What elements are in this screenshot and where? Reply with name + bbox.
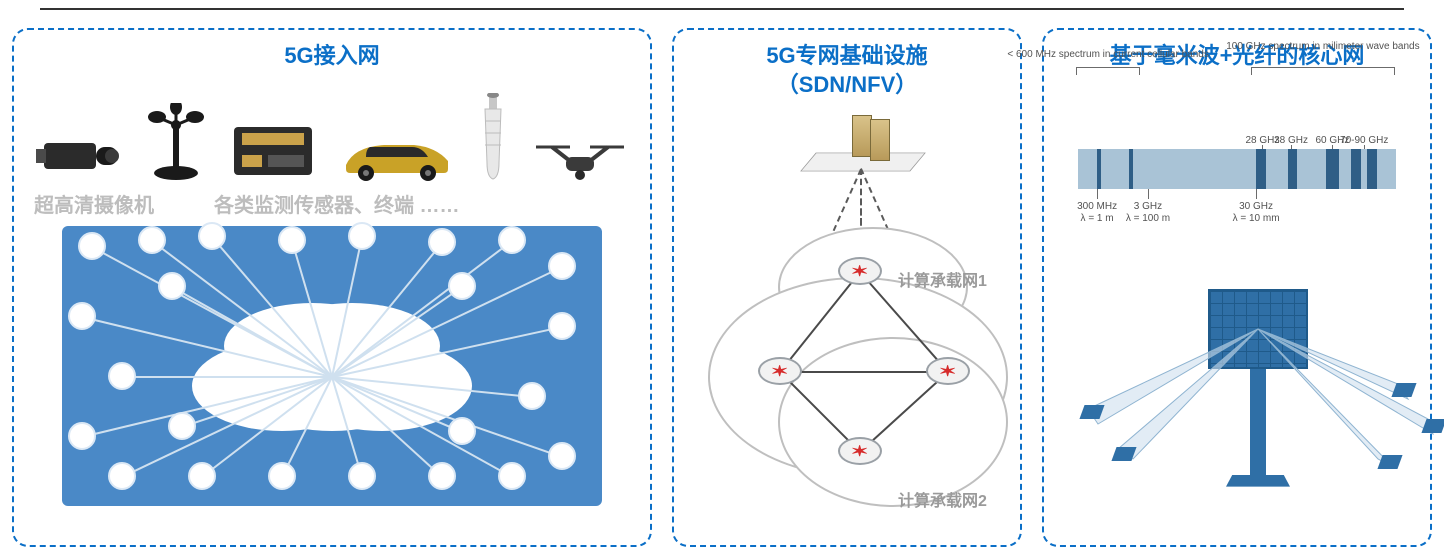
iot-node-icon — [68, 422, 96, 450]
anemometer-icon — [141, 103, 211, 183]
router-link-line — [780, 371, 948, 373]
panel-mmwave-core: 基于毫米波+光纤的核心网 < 600 MHz spectrum in curre… — [1042, 28, 1432, 547]
iot-node-icon — [278, 226, 306, 254]
iot-node-icon — [548, 252, 576, 280]
iot-node-icon — [348, 462, 376, 490]
panel-5g-access: 5G接入网 — [12, 28, 652, 547]
device-car — [336, 129, 456, 183]
spectrum-tick-label: 30 GHzλ = 10 mm — [1233, 201, 1280, 225]
iot-node-icon — [198, 222, 226, 250]
iot-node-icon — [518, 382, 546, 410]
router-icon — [926, 357, 970, 385]
spectrum-band — [1351, 149, 1361, 189]
panel-5g-private-network: 5G专网基础设施 （SDN/NFV） 计算承载网1 计算承载网2 — [672, 28, 1022, 547]
device-label-row: 超高清摄像机 各类监测传感器、终端 …… — [28, 189, 636, 226]
mmwave-antenna-diagram — [1148, 289, 1368, 489]
server-icon — [852, 115, 872, 157]
spectrum-bar — [1078, 149, 1396, 189]
iot-node-icon — [108, 462, 136, 490]
iot-node-icon — [68, 302, 96, 330]
server-icon — [870, 119, 890, 161]
label-sensors: 各类监测传感器、终端 …… — [214, 189, 460, 218]
receiver-icon — [1421, 419, 1444, 433]
weather-sensor-icon — [473, 93, 513, 183]
iot-node-icon — [548, 312, 576, 340]
spectrum-band — [1129, 149, 1133, 189]
spectrum-band — [1097, 149, 1101, 189]
iot-node-icon — [138, 226, 166, 254]
spectrum-tick-label: 3 GHzλ = 100 m — [1126, 201, 1170, 225]
device-weather-sensor — [473, 93, 513, 183]
iot-node-icon — [428, 228, 456, 256]
panel-title-mid: 5G专网基础设施 （SDN/NFV） — [688, 42, 1006, 99]
iot-link-line — [332, 266, 563, 378]
iot-node-icon — [498, 226, 526, 254]
spectrum-top-label-left: < 600 MHz spectrum in current cellular b… — [1007, 49, 1208, 61]
device-sensor-box — [228, 119, 318, 183]
panels-row: 5G接入网 — [12, 28, 1432, 547]
iot-node-icon — [158, 272, 186, 300]
router-icon — [838, 437, 882, 465]
iot-node-icon — [108, 362, 136, 390]
car-icon — [336, 129, 456, 183]
spectrum-band — [1326, 149, 1339, 189]
spectrum-top-label-right: 100 GHz spectrum in milimeter wave bands — [1226, 41, 1419, 53]
spectrum-tick — [1097, 189, 1098, 199]
spectrum-band-tick — [1291, 145, 1292, 149]
router-icon — [758, 357, 802, 385]
spectrum-bracket — [1251, 67, 1394, 75]
label-net2: 计算承载网2 — [898, 487, 987, 511]
iot-node-icon — [428, 462, 456, 490]
spectrum-tick — [1148, 189, 1149, 199]
iot-node-icon — [188, 462, 216, 490]
spectrum-tick — [1256, 189, 1257, 199]
iot-cloud-diagram — [62, 226, 602, 506]
panel-title-left: 5G接入网 — [28, 42, 636, 71]
right-diagram: < 600 MHz spectrum in current cellular b… — [1058, 79, 1416, 509]
spectrum-band — [1367, 149, 1377, 189]
device-row — [28, 79, 636, 189]
iot-node-icon — [448, 272, 476, 300]
mid-title-line1: 5G专网基础设施 — [766, 43, 927, 68]
drone-icon — [530, 137, 630, 183]
divider-line — [40, 8, 1404, 10]
mid-diagram: 计算承载网1 计算承载网2 — [688, 107, 1006, 537]
iot-node-icon — [78, 232, 106, 260]
spectrum-band-tick — [1262, 145, 1263, 149]
iot-node-icon — [448, 417, 476, 445]
label-camera: 超高清摄像机 — [34, 189, 154, 218]
spectrum-band-tick — [1364, 145, 1365, 149]
device-camera — [34, 127, 124, 183]
mid-title-line2: （SDN/NFV） — [777, 72, 918, 97]
iot-node-icon — [268, 462, 296, 490]
router-icon — [838, 257, 882, 285]
server-cluster — [808, 115, 918, 175]
spectrum-band — [1256, 149, 1266, 189]
iot-node-icon — [548, 442, 576, 470]
iot-node-icon — [498, 462, 526, 490]
sensor-box-icon — [228, 119, 318, 183]
spectrum-tick-label: 300 MHzλ = 1 m — [1077, 201, 1117, 225]
iot-node-icon — [168, 412, 196, 440]
iot-link-line — [122, 376, 332, 378]
device-anemometer — [141, 103, 211, 183]
camera-icon — [34, 127, 124, 183]
device-drone — [530, 137, 630, 183]
spectrum-band — [1288, 149, 1298, 189]
spectrum-bracket — [1076, 67, 1140, 75]
iot-node-icon — [348, 222, 376, 250]
spectrum-band-tick — [1332, 145, 1333, 149]
label-net1: 计算承载网1 — [898, 267, 987, 291]
